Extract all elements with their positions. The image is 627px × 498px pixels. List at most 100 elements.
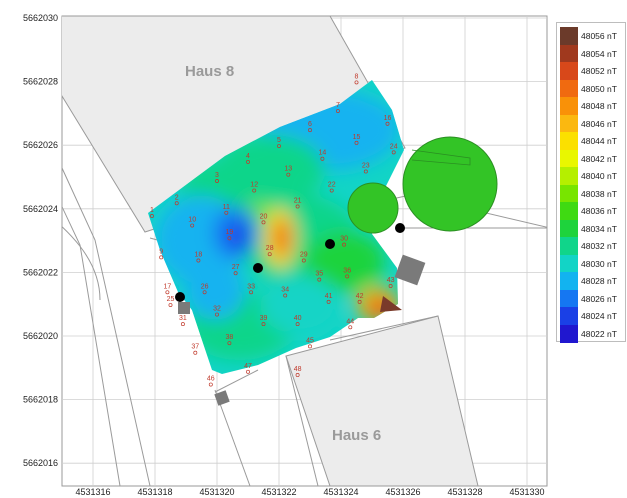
legend-label: 48052 nT [581, 66, 617, 76]
point-label: 9 [159, 248, 163, 255]
point-label: 1 [150, 207, 154, 214]
legend-entry: 48054 nT [557, 44, 627, 63]
color-legend: 48056 nT 48054 nT 48052 nT 48050 nT 48048 nT… [556, 22, 627, 343]
point-marker [357, 299, 362, 304]
legend-swatch [560, 254, 578, 273]
point-marker [196, 258, 201, 263]
point-marker [391, 150, 396, 155]
legend-swatch [560, 289, 578, 308]
legend-entry: 48038 nT [557, 184, 627, 203]
legend-label: 48036 nT [581, 206, 617, 216]
point-label: 6 [308, 121, 312, 128]
point-marker [363, 169, 368, 174]
point-marker [193, 350, 198, 355]
point-marker [385, 121, 390, 126]
legend-swatch [560, 237, 578, 255]
measurement-point: 36 [343, 267, 351, 279]
measurement-point: 14 [319, 150, 327, 161]
tree-large [402, 136, 498, 232]
y-tick-label: 5662016 [23, 458, 58, 468]
legend-swatch [560, 132, 578, 150]
house-label-haus-8: Haus 8 [185, 63, 234, 80]
point-label: 13 [284, 166, 292, 173]
point-label: 14 [319, 150, 327, 157]
measurement-point: 39 [260, 315, 267, 327]
point-label: 42 [356, 293, 364, 300]
measurement-point: 9 [159, 248, 163, 260]
measurement-point: 37 [191, 344, 199, 355]
point-marker [165, 290, 170, 295]
small-structure [178, 302, 190, 314]
legend-swatch [560, 62, 578, 80]
point-label: 22 [328, 182, 336, 189]
measurement-points: 1234567891011121314151617181920212223242… [149, 73, 398, 387]
legend-swatch [560, 272, 578, 290]
point-marker [261, 220, 266, 225]
legend-label: 48030 nT [581, 258, 617, 269]
legend-label: 48044 nT [581, 136, 617, 146]
measurement-point: 32 [213, 306, 221, 317]
point-label: 10 [188, 217, 196, 224]
point-label: 26 [201, 283, 209, 290]
point-label: 35 [315, 271, 323, 278]
small-structure [394, 254, 426, 286]
point-marker [149, 214, 154, 218]
point-label: 38 [226, 334, 234, 341]
point-label: 41 [325, 293, 333, 300]
point-label: 37 [191, 344, 199, 351]
legend-swatch [560, 167, 578, 185]
point-marker [354, 80, 359, 85]
point-marker [317, 277, 322, 282]
legend-entry: 48030 nT [557, 254, 627, 273]
measurement-point: 15 [353, 134, 361, 145]
measurement-point: 8 [354, 73, 359, 85]
point-marker [208, 382, 213, 387]
point-label: 15 [353, 134, 361, 141]
point-marker [329, 188, 334, 193]
legend-swatch [560, 149, 578, 168]
point-label: 45 [306, 337, 314, 344]
legend-entry: 48022 nT [557, 324, 627, 343]
point-marker [335, 109, 340, 113]
measurement-point: 21 [294, 197, 302, 209]
point-marker [190, 223, 195, 228]
y-tick-label: 5662018 [23, 395, 58, 405]
point-label: 29 [300, 252, 308, 259]
point-marker [261, 322, 266, 327]
point-marker [320, 156, 325, 161]
point-marker [301, 258, 306, 263]
legend-label: 48026 nT [581, 293, 617, 304]
point-marker [174, 201, 179, 206]
point-label: 12 [250, 182, 258, 189]
x-tick-label: 4531326 [385, 487, 420, 497]
measurement-point: 41 [325, 293, 333, 304]
legend-swatch [560, 114, 578, 133]
point-marker [227, 236, 232, 241]
point-marker [215, 179, 219, 183]
measurement-point: 27 [232, 264, 240, 276]
point-marker [246, 159, 250, 164]
point-marker [295, 373, 300, 377]
point-label: 34 [281, 286, 289, 293]
y-axis-ticks: 5662030 5662028 5662026 5662024 5662022 56620… [23, 13, 58, 468]
measurement-point: 5 [277, 137, 281, 148]
point-marker [168, 303, 173, 307]
point-marker [227, 341, 232, 346]
point-marker [215, 312, 219, 317]
legend-label: 48024 nT [581, 311, 617, 321]
point-label: 40 [294, 315, 302, 322]
legend-entry: 48024 nT [557, 307, 627, 325]
measurement-point: 44 [346, 318, 354, 330]
point-label: 2 [175, 194, 179, 201]
point-label: 31 [179, 315, 187, 322]
point-marker [202, 290, 207, 295]
reference-points [175, 223, 405, 302]
measurement-point: 48 [294, 366, 302, 377]
point-label: 32 [213, 306, 221, 313]
point-label: 46 [207, 376, 215, 383]
point-label: 48 [294, 366, 302, 373]
point-label: 4 [246, 153, 250, 160]
point-marker [249, 290, 254, 295]
measurement-point: 13 [284, 166, 292, 177]
measurement-point: 26 [201, 283, 209, 295]
